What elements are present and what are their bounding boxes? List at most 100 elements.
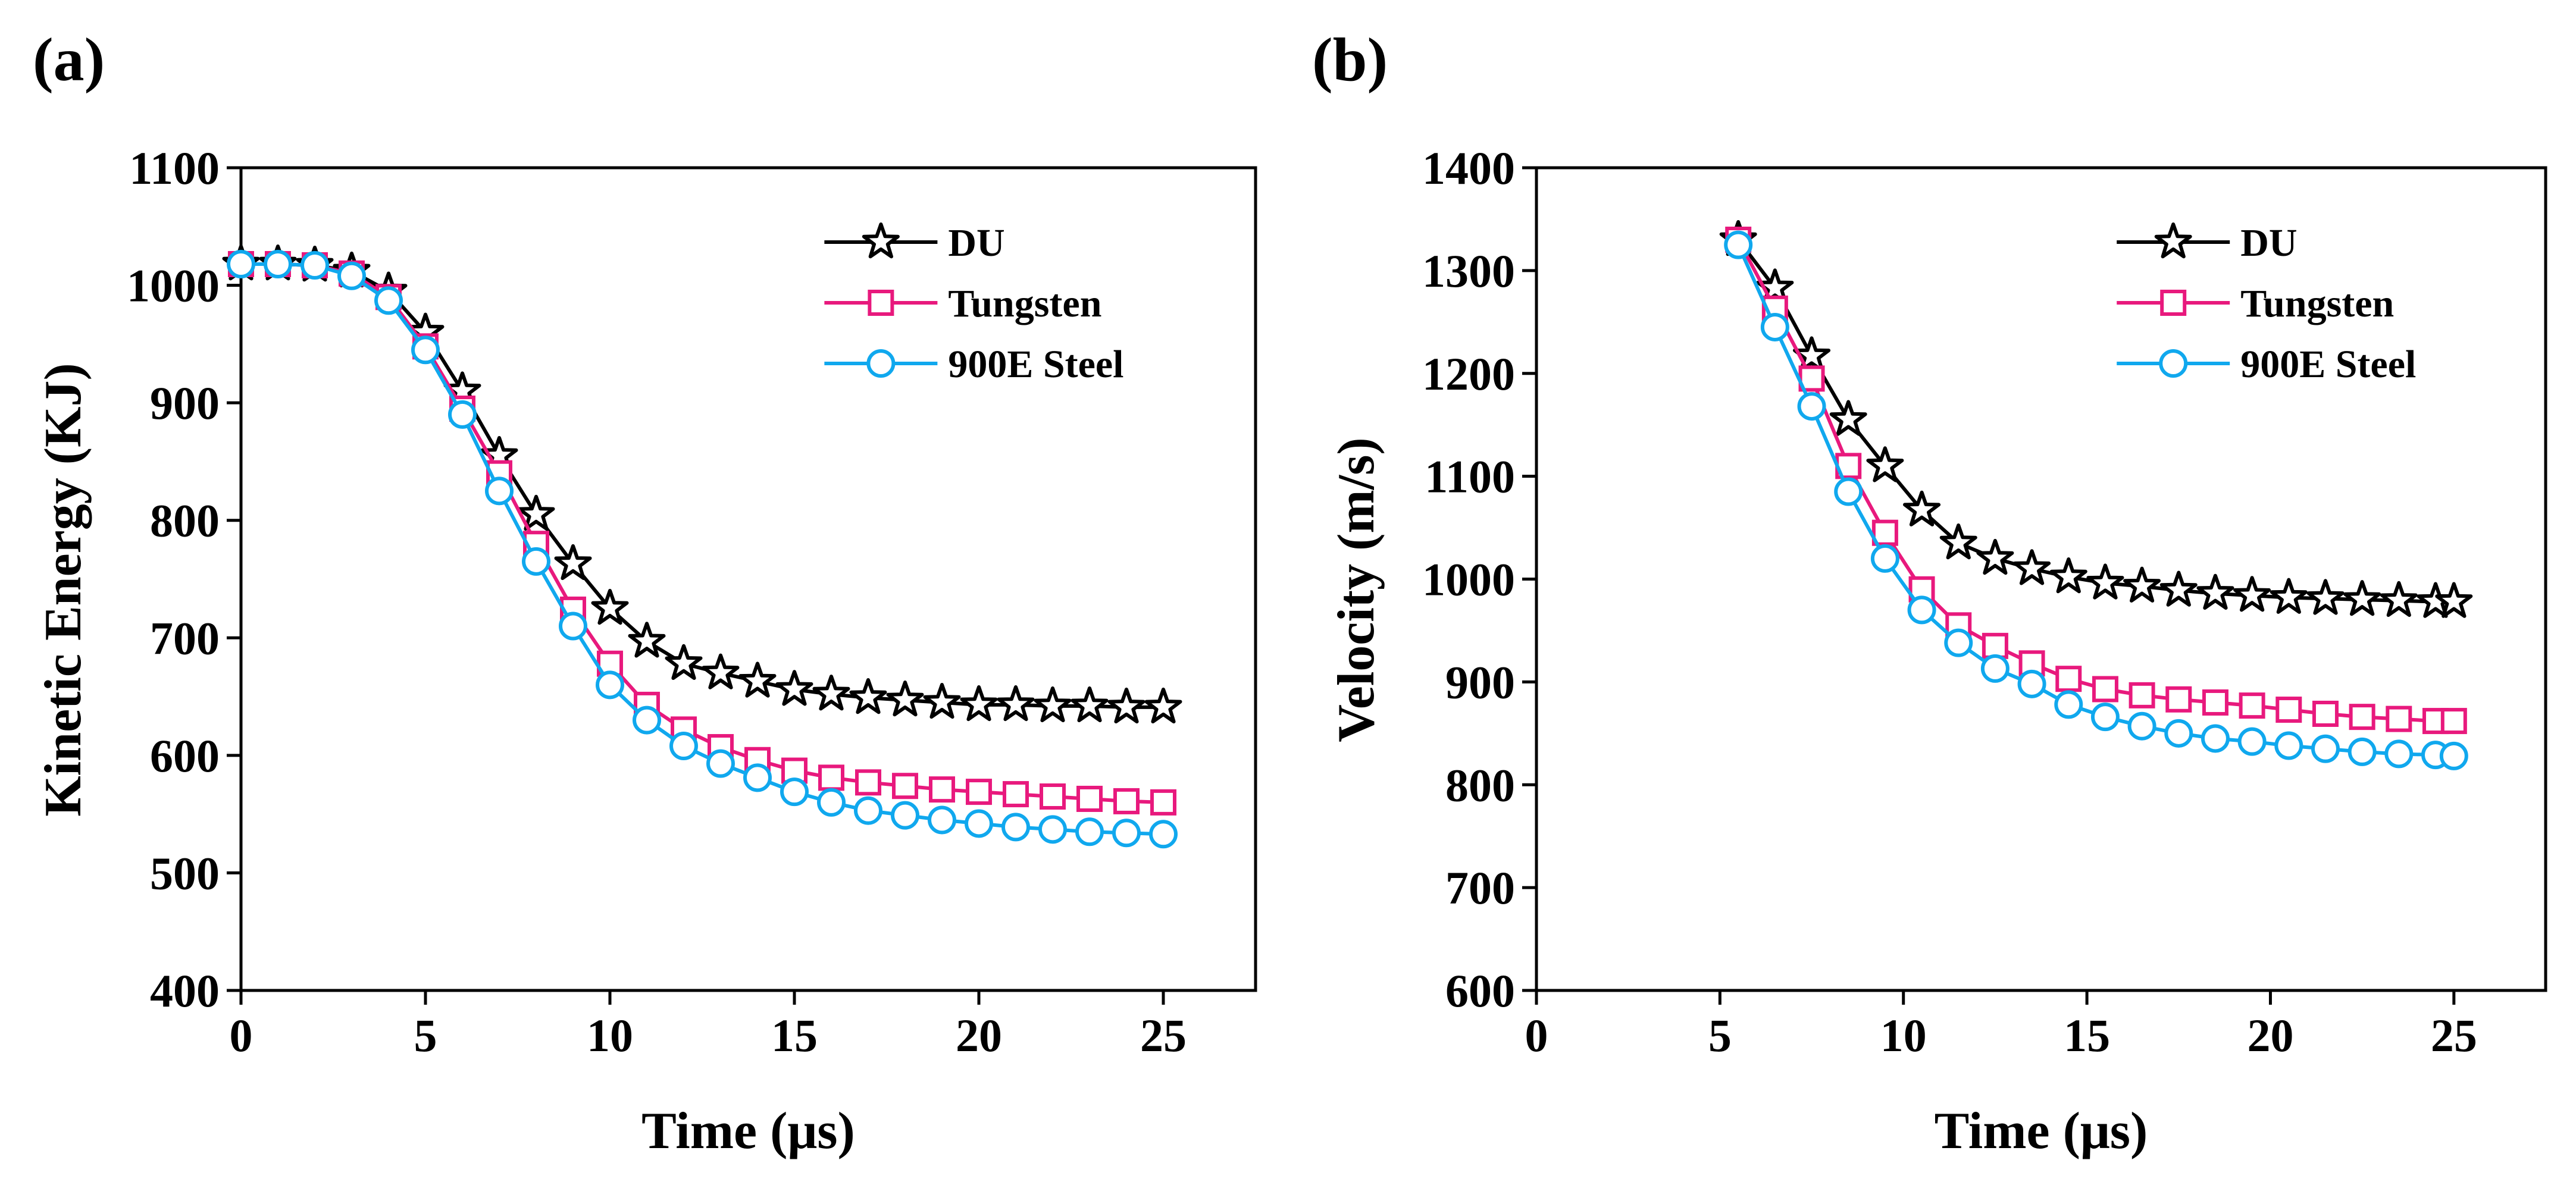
data-point — [591, 588, 629, 625]
legend-marker — [2160, 290, 2187, 316]
legend-marker — [868, 290, 894, 316]
data-point — [1149, 820, 1178, 849]
data-point — [2054, 690, 2083, 719]
data-point — [227, 250, 255, 279]
data-point — [775, 670, 813, 706]
data-point — [1829, 400, 1867, 436]
data-point — [2165, 686, 2192, 713]
data-point — [812, 675, 850, 711]
x-tick-label: 10 — [1880, 1009, 1927, 1061]
data-point — [2349, 704, 2375, 730]
data-point — [2092, 676, 2118, 703]
data-point — [374, 286, 403, 315]
y-tick-label: 700 — [1445, 862, 1515, 914]
x-axis-title: Time (μs) — [641, 1102, 855, 1160]
data-point — [2201, 724, 2230, 753]
data-point — [1982, 632, 2008, 659]
data-point — [743, 763, 772, 792]
data-point — [448, 400, 477, 429]
legend-marker — [2154, 222, 2192, 259]
data-point — [411, 335, 440, 365]
data-point — [669, 732, 698, 761]
data-point — [633, 705, 661, 735]
data-point — [928, 805, 956, 835]
y-tick-label: 600 — [150, 730, 220, 782]
data-point — [1034, 686, 1072, 723]
legend-label: DU — [2240, 221, 2297, 265]
legend-entry: DU — [2117, 221, 2298, 265]
data-point — [1866, 446, 1904, 482]
data-point — [1871, 519, 1898, 546]
data-point — [1113, 788, 1140, 814]
data-point — [2347, 737, 2377, 766]
data-point — [2384, 739, 2414, 769]
series-du — [1719, 220, 2473, 618]
y-tick-label: 1100 — [129, 142, 220, 194]
y-tick-label: 1300 — [1422, 245, 1515, 297]
data-point — [849, 678, 887, 714]
data-point — [1834, 477, 1863, 506]
legend-label: 900E Steel — [948, 343, 1123, 386]
legend-entry: Tungsten — [824, 282, 1101, 325]
data-point — [2380, 581, 2418, 617]
data-point — [628, 622, 666, 658]
data-point — [2196, 573, 2234, 610]
data-point — [1760, 312, 1789, 341]
y-tick-label: 900 — [1445, 656, 1515, 708]
data-point — [929, 776, 955, 803]
data-point — [301, 250, 329, 280]
x-axis-title: Time (μs) — [1935, 1102, 2148, 1160]
data-point — [2274, 731, 2303, 760]
panel-a: (a) 0 5 10 15 20 25 400 500 600 700 800 900 1000 1100 T… — [33, 26, 1257, 1160]
data-point — [1944, 628, 1973, 657]
y-axis-title: Kinetic Energy (KJ) — [35, 363, 92, 817]
data-point — [2239, 692, 2265, 719]
data-point — [966, 779, 992, 805]
data-point — [892, 773, 918, 799]
data-point — [2017, 669, 2046, 698]
data-point — [817, 788, 846, 817]
data-point — [559, 612, 587, 641]
data-point — [855, 769, 881, 796]
data-point — [960, 685, 998, 722]
series-900e-steel — [227, 250, 1178, 849]
data-point — [1112, 819, 1141, 848]
series-tungsten — [228, 251, 1176, 816]
data-point — [2159, 570, 2198, 607]
data-point — [1038, 815, 1067, 844]
x-tick-label: 20 — [2247, 1009, 2293, 1061]
x-tick-label: 5 — [1708, 1009, 1732, 1061]
y-tick-label: 800 — [1445, 759, 1515, 811]
legend-entry: 900E Steel — [2117, 343, 2416, 386]
legend: DU Tungsten 900E Steel — [824, 221, 1124, 386]
legend-entry: DU — [824, 221, 1005, 265]
data-point — [2049, 557, 2087, 594]
legend-entry: 900E Steel — [824, 343, 1124, 386]
legend-marker — [862, 222, 900, 259]
y-tick-label: 700 — [150, 612, 220, 664]
data-point — [1976, 538, 2014, 575]
data-point — [1076, 785, 1103, 812]
data-point — [2164, 719, 2193, 748]
data-point — [1040, 783, 1066, 810]
data-point — [1939, 523, 1977, 560]
y-tick-label: 1100 — [1425, 451, 1515, 503]
data-point — [2129, 682, 2155, 708]
data-point — [2202, 689, 2228, 716]
data-point — [1075, 817, 1104, 846]
data-point — [2090, 703, 2120, 732]
y-tick-label: 400 — [150, 965, 220, 1017]
legend-entry: Tungsten — [2117, 282, 2394, 325]
data-point — [2233, 576, 2271, 612]
data-point — [2306, 579, 2345, 615]
plot-frame — [239, 166, 1257, 992]
data-point — [965, 809, 993, 838]
data-point — [554, 544, 592, 581]
data-point — [264, 250, 292, 279]
data-point — [891, 801, 919, 830]
data-point — [1003, 781, 1029, 808]
data-point — [854, 796, 882, 825]
legend-label: Tungsten — [948, 282, 1101, 325]
data-point — [2440, 708, 2467, 735]
